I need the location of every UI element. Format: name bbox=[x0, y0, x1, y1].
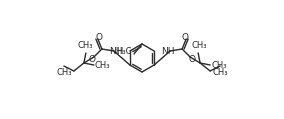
Text: O: O bbox=[182, 32, 189, 42]
Text: O: O bbox=[189, 55, 196, 64]
Text: CH₃: CH₃ bbox=[56, 68, 72, 77]
Text: CH₃: CH₃ bbox=[211, 60, 227, 69]
Text: CH₃: CH₃ bbox=[95, 60, 110, 69]
Text: O: O bbox=[95, 32, 102, 42]
Text: CH₃: CH₃ bbox=[212, 68, 228, 77]
Text: NH: NH bbox=[161, 47, 175, 57]
Text: CH₃: CH₃ bbox=[191, 41, 207, 50]
Text: O: O bbox=[88, 55, 95, 64]
Text: H₃C: H₃C bbox=[116, 47, 132, 55]
Text: NH: NH bbox=[109, 47, 123, 57]
Text: CH₃: CH₃ bbox=[77, 41, 93, 50]
